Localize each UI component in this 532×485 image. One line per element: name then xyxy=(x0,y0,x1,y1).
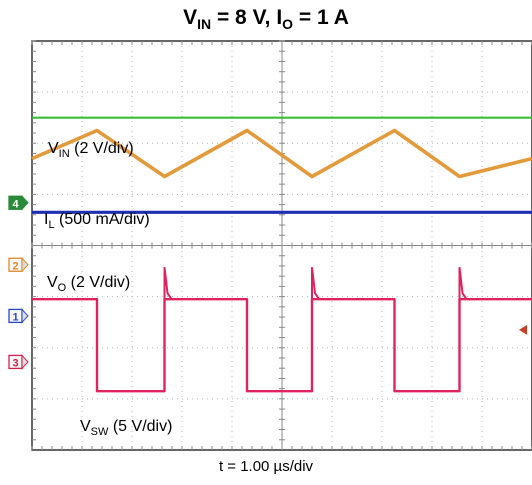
chart-title: VIN = 8 V, IO = 1 A xyxy=(0,6,532,32)
il-trace xyxy=(31,128,532,179)
channel-1-marker-label: 1 xyxy=(12,311,18,323)
vsw-spike xyxy=(458,267,468,300)
channel-2-marker-label: 2 xyxy=(12,260,18,272)
vin-label: VIN (2 V/div) xyxy=(48,140,134,160)
vsw-trace xyxy=(32,298,532,393)
vo-label: VO (2 V/div) xyxy=(47,274,130,294)
channel-2-marker-pointer xyxy=(21,257,29,273)
channel-4-marker-pointer xyxy=(21,194,29,211)
channel-1-marker-pointer xyxy=(21,308,29,324)
channel-3-marker-label: 3 xyxy=(12,357,18,369)
title-part: = 1 A xyxy=(293,6,349,29)
title-sub: IN xyxy=(197,16,212,33)
il-label: IL (500 mA/div) xyxy=(44,211,150,231)
trigger-level-marker xyxy=(519,324,527,335)
title-sub: O xyxy=(282,16,294,33)
vsw-spike xyxy=(311,267,320,300)
channel-3-marker-pointer xyxy=(21,354,29,370)
vsw-label: VSW (5 V/div) xyxy=(80,418,172,438)
title-part: = 8 V, I xyxy=(211,6,283,29)
vsw-spike xyxy=(163,267,173,300)
title-part: V xyxy=(183,6,198,29)
x-axis-label: t = 1.00 µs/div xyxy=(218,458,314,475)
channel-4-marker-label: 4 xyxy=(12,198,19,210)
